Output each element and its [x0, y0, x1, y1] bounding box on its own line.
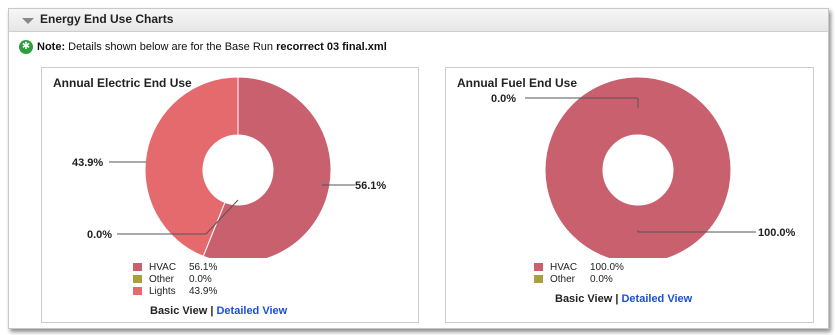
legend-item: HVAC 56.1% [133, 261, 217, 273]
donut-slice-hvac[interactable] [544, 76, 732, 258]
section-header[interactable]: Energy End Use Charts [9, 9, 828, 32]
donut-slice-lights[interactable] [144, 76, 239, 257]
electric-chart-title: Annual Electric End Use [53, 76, 192, 90]
fuel-chart-panel: Annual Fuel End Use 0.0% 100.0% HVAC 100… [445, 67, 814, 323]
electric-other-leader-d [205, 199, 239, 235]
detailed-view-link[interactable]: Detailed View [216, 305, 288, 317]
electric-hvac-label: 56.1% [355, 180, 386, 192]
note-file: recorrect 03 final.xml [276, 41, 387, 53]
legend-name: Lights [149, 285, 176, 297]
collapse-triangle-icon[interactable] [22, 18, 34, 24]
electric-view-links: Basic View | Detailed View [150, 305, 287, 317]
electric-donut-chart: 43.9% 56.1% 0.0% [72, 76, 386, 258]
energy-end-use-section: Energy End Use Charts ✱ Note: Details sh… [8, 8, 829, 329]
legend-swatch [534, 263, 543, 271]
note-text: Details shown below are for the Base Run [68, 41, 274, 53]
detailed-view-link[interactable]: Detailed View [621, 293, 693, 305]
legend-value: 56.1% [189, 261, 218, 273]
fuel-legend: HVAC 100.0% Other 0.0% [534, 261, 624, 285]
fuel-chart-title: Annual Fuel End Use [457, 76, 578, 90]
legend-swatch [534, 275, 543, 283]
view-separator: | [210, 305, 214, 317]
legend-swatch [133, 263, 142, 271]
legend-name: HVAC [550, 261, 578, 273]
fuel-hvac-label: 100.0% [758, 227, 796, 239]
electric-other-label: 0.0% [87, 229, 112, 241]
legend-swatch [133, 275, 142, 283]
basic-view-label: Basic View [150, 305, 208, 317]
basic-view-label: Basic View [555, 293, 613, 305]
electric-chart-panel: Annual Electric End Use 43.9% 56.1% 0.0%… [41, 67, 419, 323]
legend-value: 43.9% [189, 285, 218, 297]
legend-value: 0.0% [189, 273, 212, 285]
electric-lights-label: 43.9% [72, 157, 103, 169]
fuel-other-label: 0.0% [491, 93, 516, 105]
donut-slice-hvac[interactable] [202, 76, 332, 258]
fuel-view-links: Basic View | Detailed View [555, 293, 692, 305]
legend-value: 100.0% [590, 261, 624, 273]
legend-name: HVAC [149, 261, 177, 273]
legend-item: Lights 43.9% [133, 285, 217, 297]
note-line: ✱ Note: Details shown below are for the … [19, 40, 387, 54]
section-title: Energy End Use Charts [40, 12, 174, 26]
fuel-donut-chart: 0.0% 100.0% [491, 76, 796, 258]
legend-name: Other [550, 273, 576, 285]
view-separator: | [615, 293, 619, 305]
legend-item: Other 0.0% [133, 273, 217, 285]
legend-swatch [133, 287, 142, 295]
info-star-icon: ✱ [19, 40, 33, 54]
legend-name: Other [149, 273, 175, 285]
legend-item: Other 0.0% [534, 273, 624, 285]
electric-legend: HVAC 56.1% Other 0.0% Lights 43.9% [133, 261, 217, 297]
legend-value: 0.0% [590, 273, 613, 285]
legend-item: HVAC 100.0% [534, 261, 624, 273]
note-label: Note: [37, 41, 66, 53]
